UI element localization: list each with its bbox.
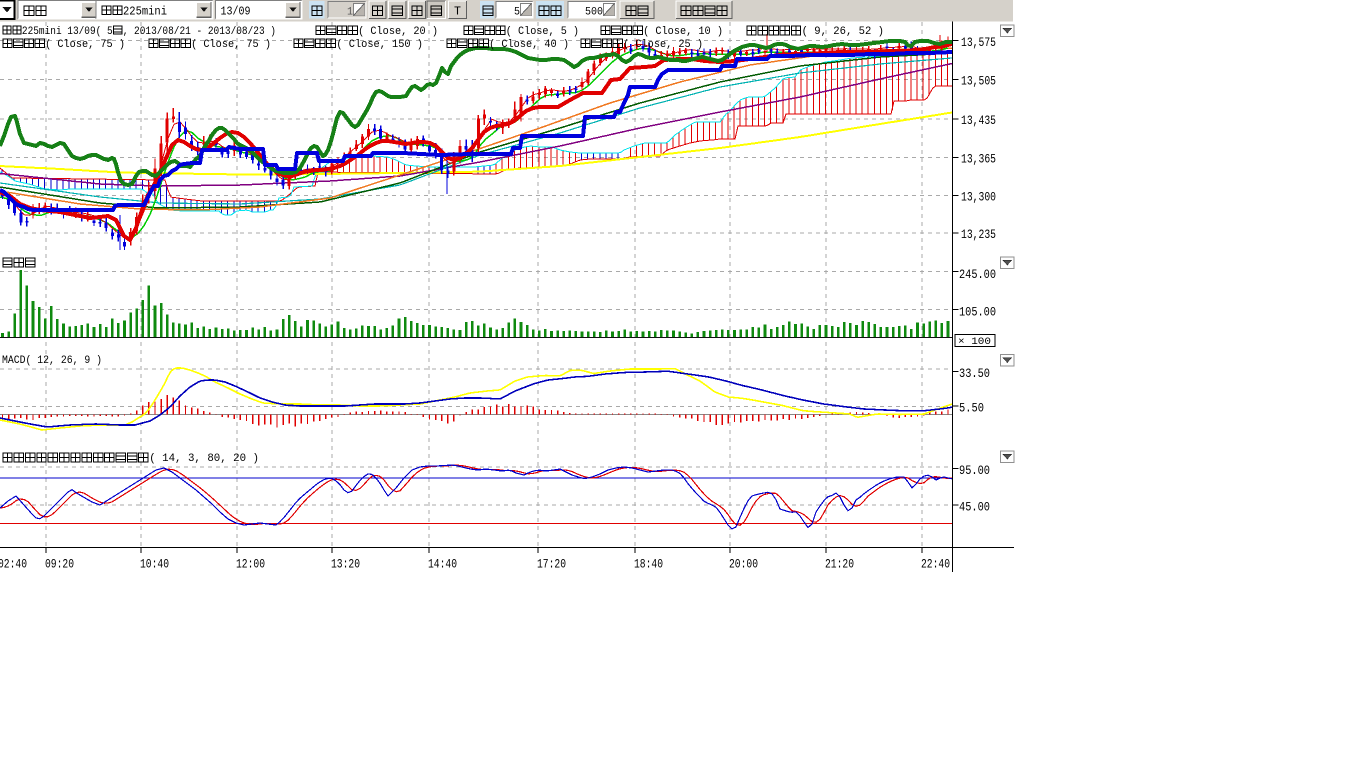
svg-text:T: T (454, 5, 461, 19)
svg-text:( Close, 20 ): ( Close, 20 ) (358, 26, 438, 38)
svg-text:( 9, 26, 52 ): ( 9, 26, 52 ) (802, 26, 884, 38)
svg-text:13,575: 13,575 (961, 35, 996, 50)
svg-text:12:00: 12:00 (236, 558, 265, 572)
svg-text:( Close, 40 ): ( Close, 40 ) (489, 39, 569, 51)
svg-text:105.00: 105.00 (959, 305, 996, 320)
svg-text:225mini 13/09( 5: 225mini 13/09( 5 (22, 26, 113, 38)
svg-text:× 100: × 100 (958, 337, 991, 348)
svg-text:( Close, 75 ): ( Close, 75 ) (45, 39, 125, 51)
svg-text:33.50: 33.50 (959, 366, 990, 381)
svg-text:13,505: 13,505 (961, 74, 996, 89)
svg-text:45.00: 45.00 (959, 500, 990, 515)
svg-text:( Close, 5 ): ( Close, 5 ) (506, 26, 579, 38)
svg-text:, 2013/08/21 - 2013/08/23 ): , 2013/08/21 - 2013/08/23 ) (123, 26, 276, 38)
svg-text:13/09: 13/09 (221, 5, 251, 19)
svg-text:18:40: 18:40 (634, 558, 663, 572)
svg-text:( Close, 25 ): ( Close, 25 ) (623, 39, 703, 51)
svg-text:245.00: 245.00 (959, 267, 996, 282)
svg-text:13,235: 13,235 (961, 227, 996, 242)
svg-text:22:40: 22:40 (921, 558, 950, 572)
svg-text:20:00: 20:00 (729, 558, 758, 572)
svg-text:1: 1 (347, 7, 353, 19)
svg-text:21:20: 21:20 (825, 558, 854, 572)
svg-text:5: 5 (514, 7, 520, 19)
svg-text:13,300: 13,300 (961, 190, 996, 205)
svg-text:02:40: 02:40 (0, 558, 27, 572)
svg-text:13,365: 13,365 (961, 152, 996, 167)
svg-text:500: 500 (585, 7, 603, 19)
svg-text:13:20: 13:20 (331, 558, 360, 572)
svg-text:( Close, 150 ): ( Close, 150 ) (336, 39, 423, 51)
svg-text:95.00: 95.00 (959, 463, 990, 478)
svg-text:( 14, 3, 80, 20 ): ( 14, 3, 80, 20 ) (149, 453, 259, 465)
svg-text:14:40: 14:40 (428, 558, 457, 572)
svg-text:( Close, 10 ): ( Close, 10 ) (643, 26, 723, 38)
svg-text:( Close, 75 ): ( Close, 75 ) (191, 39, 271, 51)
svg-text:13,435: 13,435 (961, 113, 996, 128)
svg-text:09:20: 09:20 (45, 558, 74, 572)
svg-text:5.50: 5.50 (959, 401, 984, 416)
svg-text:10:40: 10:40 (140, 558, 169, 572)
svg-text:MACD( 12, 26, 9 ): MACD( 12, 26, 9 ) (2, 355, 102, 367)
svg-text:225mini: 225mini (123, 5, 167, 19)
svg-text:17:20: 17:20 (537, 558, 566, 572)
